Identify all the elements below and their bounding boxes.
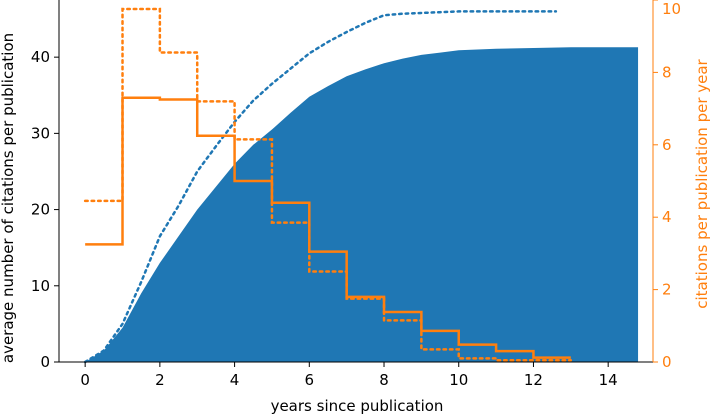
x-tick-label: 8 <box>379 371 389 389</box>
left-y-tick-label: 0 <box>40 353 50 371</box>
right-y-tick-label: 0 <box>662 353 672 371</box>
average-citations-dotted-line <box>83 10 558 364</box>
right-y-tick-label: 10 <box>662 0 681 18</box>
x-tick-label: 6 <box>305 371 315 389</box>
right-y-tick-label: 8 <box>662 63 672 81</box>
x-axis-label: years since publication <box>271 397 444 415</box>
right-y-axis-label: citations per publication per year <box>693 58 711 308</box>
left-y-tick-label: 40 <box>31 48 50 66</box>
average-citations-area <box>85 47 639 363</box>
x-tick-label: 0 <box>80 371 90 389</box>
right-y-tick-label: 2 <box>662 281 672 299</box>
x-tick-label: 4 <box>230 371 240 389</box>
x-tick-label: 2 <box>155 371 165 389</box>
left-y-tick-label: 20 <box>31 201 50 219</box>
left-y-tick-label: 30 <box>31 124 50 142</box>
left-y-tick-label: 10 <box>31 277 50 295</box>
yearly-citations-solid-step-line <box>85 96 571 359</box>
left-y-axis-label: average number of citations per publicat… <box>0 33 17 363</box>
right-y-tick-label: 6 <box>662 136 672 154</box>
yearly-citations-dotted-step-line <box>83 7 573 362</box>
x-tick-label: 14 <box>599 371 618 389</box>
x-tick-label: 12 <box>524 371 543 389</box>
x-tick-label: 10 <box>449 371 468 389</box>
right-y-tick-label: 4 <box>662 208 672 226</box>
